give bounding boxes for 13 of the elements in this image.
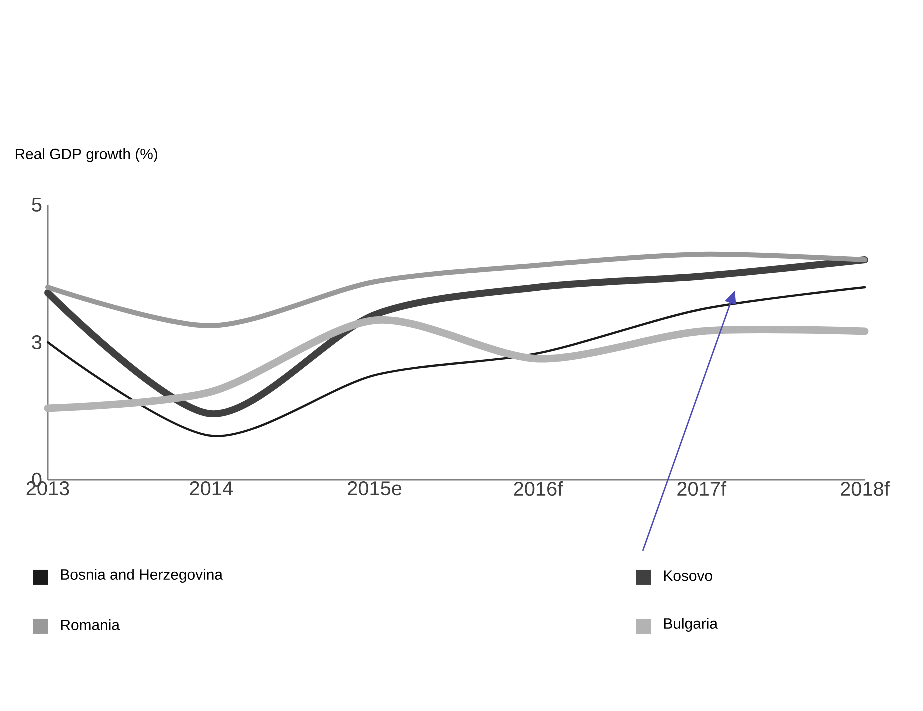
line-series <box>46 286 866 438</box>
legend-label: Bulgaria <box>664 618 718 632</box>
x-tick-label: 2015e <box>348 482 402 496</box>
legend-label: Romania <box>61 620 120 630</box>
legend-label: Bosnia and Herzegovina <box>61 569 223 583</box>
y-tick-label: 5 <box>32 198 42 212</box>
x-tick-label: 2014 <box>190 482 233 496</box>
x-tick-label: 2016f <box>514 482 564 496</box>
x-tick-label: 2017f <box>678 482 727 496</box>
y-tick-label: 3 <box>32 335 42 350</box>
y-axis-title: Real GDP growth (%) <box>16 148 158 162</box>
legend-label: Kosovo <box>664 570 712 582</box>
x-tick-label: 2018f <box>841 482 890 496</box>
